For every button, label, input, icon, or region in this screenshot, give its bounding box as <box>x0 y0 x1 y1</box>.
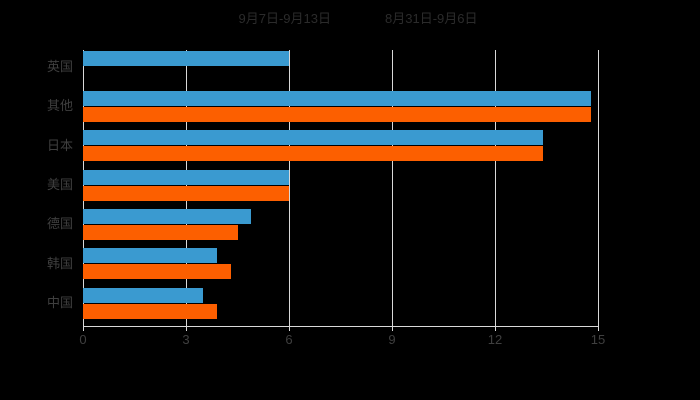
x-tick-mark-12 <box>495 326 496 331</box>
bar[interactable] <box>83 208 252 224</box>
bar[interactable] <box>83 287 204 303</box>
gridline-x-6 <box>289 50 290 326</box>
gridline-x-15 <box>598 50 599 326</box>
bar[interactable] <box>83 51 289 67</box>
chart-legend: 9月7日-9月13日 8月31日-9月6日 <box>0 8 700 28</box>
bar[interactable] <box>83 185 289 201</box>
legend-label-series-1: 8月31日-9月6日 <box>385 10 478 26</box>
bar[interactable] <box>83 224 238 240</box>
y-axis-label-3: 美国 <box>46 177 73 192</box>
x-tick-label-3: 3 <box>182 332 190 347</box>
x-tick-mark-3 <box>186 326 187 331</box>
x-tick-mark-6 <box>289 326 290 331</box>
x-tick-mark-9 <box>392 326 393 331</box>
x-tick-label-12: 12 <box>487 332 503 347</box>
x-axis-baseline <box>83 326 598 327</box>
legend-label-series-0: 9月7日-9月13日 <box>238 10 331 26</box>
y-axis-label-1: 其他 <box>46 98 73 114</box>
bar[interactable] <box>83 130 544 146</box>
x-tick-label-15: 15 <box>590 332 606 347</box>
bar[interactable] <box>83 146 544 162</box>
y-axis-label-5: 韩国 <box>46 255 73 271</box>
bar[interactable] <box>83 264 231 280</box>
y-axis-label-4: 德国 <box>46 216 73 232</box>
gridline-x-9 <box>392 50 393 326</box>
y-axis-label-0: 英国 <box>46 58 73 74</box>
y-axis-label-2: 日本 <box>46 137 73 153</box>
y-axis-category-labels: 英国其他日本美国德国韩国中国 <box>9 50 73 326</box>
x-tick-label-6: 6 <box>285 332 293 347</box>
x-tick-label-9: 9 <box>388 332 396 347</box>
gridline-x-12 <box>495 50 496 326</box>
x-axis-tick-labels: 0 3 6 9 12 15 <box>79 332 605 353</box>
bar[interactable] <box>83 248 217 264</box>
bar[interactable] <box>83 169 289 185</box>
plot-area <box>83 50 599 326</box>
x-tick-mark-15 <box>598 326 599 331</box>
bar[interactable] <box>83 90 592 106</box>
bar[interactable] <box>83 106 592 122</box>
x-tick-mark-0 <box>83 326 84 331</box>
legend-item-series-0[interactable]: 9月7日-9月13日 <box>223 12 331 25</box>
legend-item-series-1[interactable]: 8月31日-9月6日 <box>369 12 477 25</box>
y-axis-label-6: 中国 <box>46 295 73 311</box>
bar[interactable] <box>83 303 217 319</box>
x-tick-label-0: 0 <box>79 332 87 347</box>
